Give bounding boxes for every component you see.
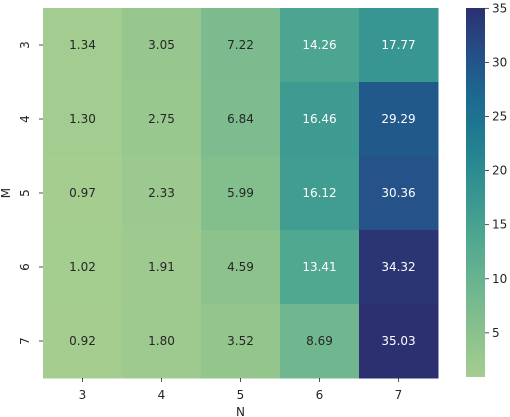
cell-value-label: 1.80 [148,334,175,348]
heatmap-cell [359,304,439,379]
heatmap-cell [43,82,123,157]
cell-value-label: 13.41 [302,260,336,274]
heatmap-cell [122,304,202,379]
x-tick-label: 4 [158,388,166,402]
cell-value-label: 16.12 [302,186,336,200]
heatmap-cell [201,156,281,231]
y-axis: 3 4 5 6 7 [18,41,43,345]
x-tick-label: 7 [395,388,403,402]
colorbar-tick-label: 25 [492,110,507,124]
y-axis-label: M [0,188,13,198]
heatmap-cell [359,8,439,83]
colorbar-tick-label: 15 [492,218,507,232]
colorbar-tick-label: 30 [492,55,507,69]
cell-value-label: 0.97 [69,186,96,200]
x-tick-label: 3 [79,388,87,402]
colorbar-tick-label: 5 [492,326,500,340]
x-axis: 3 4 5 6 7 [79,378,403,402]
heatmap-cells [43,8,439,379]
cell-value-label: 17.77 [381,38,415,52]
y-tick-label: 6 [18,263,32,271]
colorbar-tick-label: 35 [492,1,507,15]
y-tick-label: 7 [18,337,32,345]
cell-value-label: 7.22 [227,38,254,52]
cell-value-label: 5.99 [227,186,254,200]
cell-value-label: 8.69 [306,334,333,348]
heatmap-cell [280,304,360,379]
heatmap-cell [359,230,439,305]
x-tick-label: 5 [237,388,245,402]
heatmap-cell [43,304,123,379]
colorbar-gradient [466,8,485,377]
cell-value-label: 3.52 [227,334,254,348]
cell-value-label: 4.59 [227,260,254,274]
heatmap-cell [122,8,202,83]
cell-value-label: 2.33 [148,186,175,200]
x-tick-label: 6 [316,388,324,402]
heatmap-cell [43,8,123,83]
colorbar-tick-label: 20 [492,164,507,178]
y-tick-label: 3 [18,41,32,49]
heatmap-cell [201,230,281,305]
x-axis-label: N [236,405,245,417]
cell-value-label: 29.29 [381,112,415,126]
cell-value-label: 34.32 [381,260,415,274]
heatmap-cell-labels: 1.34 3.05 7.22 14.26 17.77 1.30 2.75 6.84 16.46 2… [69,38,416,348]
y-tick-label: 4 [18,115,32,123]
cell-value-label: 1.30 [69,112,96,126]
cell-value-label: 14.26 [302,38,336,52]
heatmap-cell [43,230,123,305]
heatmap-cell [122,230,202,305]
cell-value-label: 16.46 [302,112,336,126]
heatmap-cell [280,8,360,83]
y-tick-label: 5 [18,189,32,197]
colorbar-ticks: 5 10 15 20 25 30 35 [485,1,507,340]
heatmap-cell [359,82,439,157]
heatmap-cell [201,82,281,157]
heatmap-cell [43,156,123,231]
cell-value-label: 35.03 [381,334,415,348]
cell-value-label: 3.05 [148,38,175,52]
cell-value-label: 2.75 [148,112,175,126]
heatmap-cell [359,156,439,231]
cell-value-label: 1.34 [69,38,96,52]
heatmap-cell [280,156,360,231]
heatmap-cell [122,82,202,157]
colorbar-tick-label: 10 [492,272,507,286]
heatmap-cell [280,82,360,157]
heatmap-cell [122,156,202,231]
heatmap-cell [201,8,281,83]
cell-value-label: 6.84 [227,112,254,126]
cell-value-label: 1.91 [148,260,175,274]
colorbar: 5 10 15 20 25 30 35 [466,1,507,377]
heatmap-cell [201,304,281,379]
cell-value-label: 30.36 [381,186,415,200]
cell-value-label: 0.92 [69,334,96,348]
heatmap-cell [280,230,360,305]
cell-value-label: 1.02 [69,260,96,274]
